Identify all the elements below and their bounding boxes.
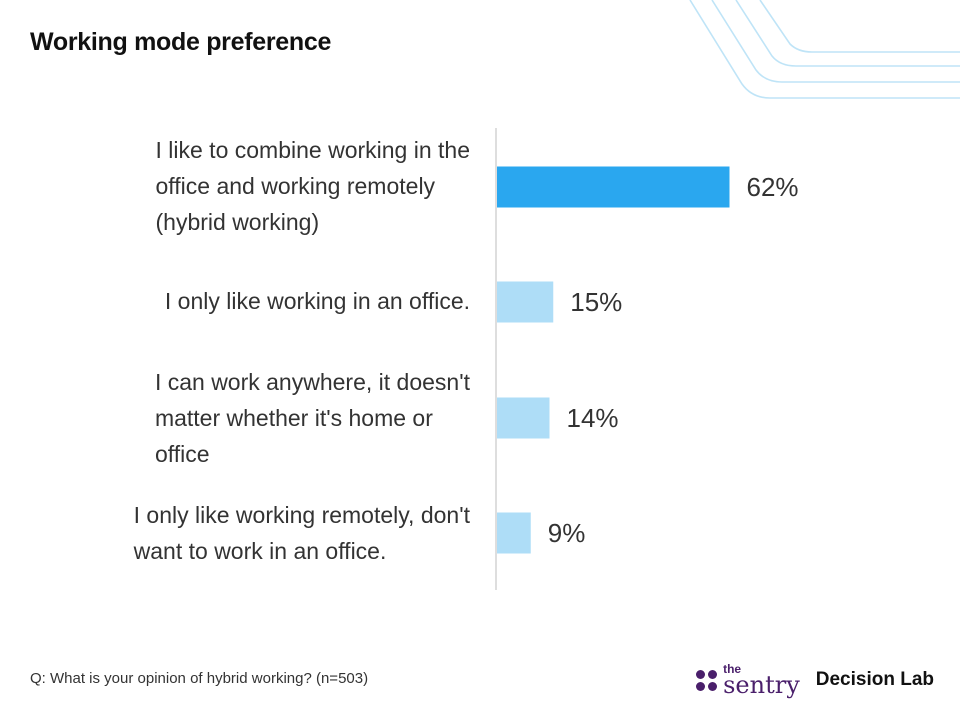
category-label-line: (hybrid working) <box>155 209 320 235</box>
category-label-1: I only like working in an office. <box>165 283 470 319</box>
value-label-2: 14% <box>567 403 619 433</box>
question-footnote: Q: What is your opinion of hybrid workin… <box>30 670 369 687</box>
category-label-2: I can work anywhere, it doesn't matter w… <box>155 364 470 472</box>
value-label-1: 15% <box>570 287 622 317</box>
chart-title: Working mode preference <box>30 28 332 56</box>
category-label-line: I can work anywhere, it doesn't <box>154 369 470 395</box>
sentry-small-text: the <box>723 662 742 676</box>
decision-lab-logo: Decision Lab <box>815 669 934 690</box>
category-label-0: I like to combine working in the office … <box>156 132 471 240</box>
sentry-wordmark: sentry <box>723 671 800 699</box>
bar-3 <box>497 512 531 554</box>
sentry-dots-icon <box>696 669 718 691</box>
logo-group: the sentry Decision Lab <box>696 660 934 700</box>
bar-1 <box>497 281 554 323</box>
the-sentry-logo: the sentry <box>696 663 800 697</box>
category-label-line: I only like working in an office. <box>164 288 470 314</box>
category-label-line: office <box>154 441 210 467</box>
value-label-3: 9% <box>548 518 586 548</box>
value-label-0: 62% <box>747 172 799 202</box>
category-label-line: matter whether it's home or <box>154 405 433 431</box>
category-label-line: want to work in an office. <box>133 538 387 564</box>
category-label-line: I like to combine working in the <box>155 137 471 163</box>
bar-2 <box>497 397 550 439</box>
category-label-line: office and working remotely <box>155 173 436 199</box>
category-label-line: I only like working remotely, don't <box>133 502 470 528</box>
bar-0 <box>497 166 730 208</box>
category-label-3: I only like working remotely, don't want… <box>134 497 470 569</box>
